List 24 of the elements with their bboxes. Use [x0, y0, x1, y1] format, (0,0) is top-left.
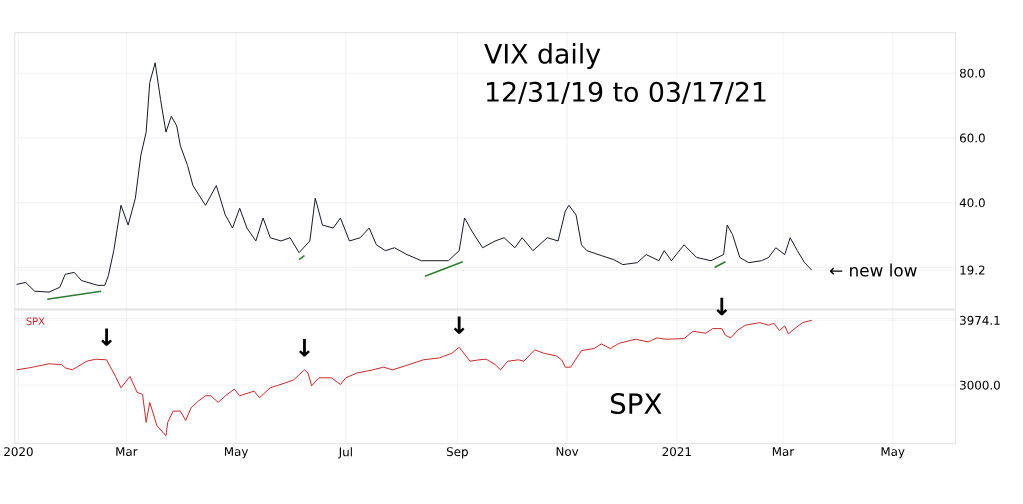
x-tick-label: Sep: [446, 447, 468, 459]
x-tick-label: 2020: [4, 447, 33, 457]
annotation: ↓: [716, 297, 728, 316]
x-tick-label: Mar: [116, 447, 138, 456]
y-tick-label: 60.0: [959, 133, 985, 143]
x-tick-label: 2021: [662, 447, 691, 457]
y-tick-label: 80.0: [959, 68, 985, 78]
x-tick-label: May: [881, 447, 905, 459]
y-tick-label: 19.2: [960, 265, 985, 275]
annotation: ↓: [101, 328, 112, 346]
x-tick-label: Mar: [772, 447, 795, 456]
annotation: ← new low: [829, 263, 917, 277]
text: 12/31/19 to 03/17/21: [486, 81, 766, 105]
x-tick-label: Nov: [556, 447, 579, 456]
annotation: ↓: [453, 316, 465, 334]
y-tick-label: 3000.0: [960, 380, 1000, 390]
y-tick-label: 40.0: [959, 198, 985, 208]
annotation: ↓: [299, 339, 310, 357]
x-tick-label: May: [224, 447, 249, 459]
chart-title: VIX daily: [484, 43, 601, 69]
text: SPX: [26, 317, 45, 325]
y-tick-label: 3974.1: [960, 315, 1000, 325]
x-tick-label: Jul: [338, 447, 352, 459]
annotation: SPX: [610, 393, 662, 415]
